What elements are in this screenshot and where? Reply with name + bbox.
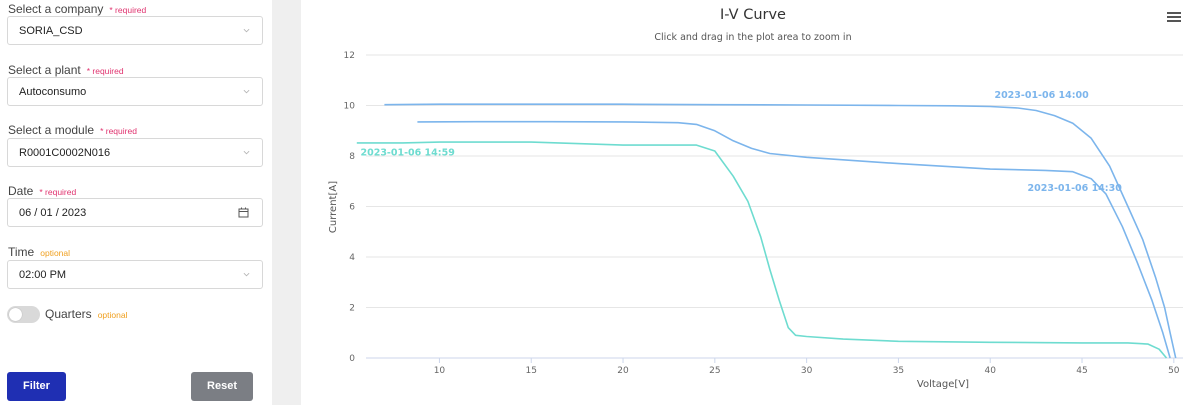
x-tick-label: 45 [1076,366,1087,376]
chart-panel: I-V Curve Click and drag in the plot are… [301,0,1200,405]
required-tag: * required [109,5,147,15]
y-tick-label: 12 [344,51,355,61]
x-axis-ticks: 10 15 20 25 30 35 40 45 50 [434,358,1180,376]
x-axis-label: Voltage[V] [917,379,969,390]
x-tick-label: 40 [984,366,996,376]
chevron-down-icon [243,89,250,94]
x-tick-label: 15 [526,366,537,376]
module-value: R0001C0002N016 [19,147,111,159]
plant-value: Autoconsumo [19,86,87,98]
series-label: 2023-01-06 14:59 [360,147,454,158]
chevron-down-icon [243,272,250,277]
time-select[interactable]: 02:00 PM [7,260,263,289]
y-tick-label: 0 [349,354,355,364]
chevron-down-icon [243,28,250,33]
quarters-label: Quarters optional [45,307,128,321]
y-axis-label: Current[A] [328,181,339,233]
series-line-1[interactable] [384,103,1177,359]
x-tick-label: 10 [434,366,446,376]
date-input[interactable]: 06 / 01 / 2023 [7,198,263,227]
optional-tag: optional [97,310,128,320]
y-axis-ticks: 0 2 4 6 8 10 12 [344,51,356,364]
reset-button[interactable]: Reset [191,372,253,401]
time-label: Time optional [8,245,71,259]
module-label: Select a module * required [8,123,137,137]
time-value: 02:00 PM [19,269,67,281]
required-tag: * required [86,66,124,76]
layout-gutter [272,0,301,405]
hamburger-menu-icon[interactable] [1167,12,1181,22]
company-value: SORIA_CSD [19,25,83,37]
y-tick-label: 2 [349,304,355,314]
quarters-toggle[interactable] [7,306,40,323]
module-select[interactable]: R0001C0002N016 [7,138,263,167]
filter-button[interactable]: Filter [7,372,66,401]
required-tag: * required [39,187,77,197]
date-label: Date * required [8,184,77,198]
series-label: 2023-01-06 14:00 [994,90,1089,101]
x-tick-label: 20 [617,366,629,376]
calendar-icon[interactable] [238,207,249,218]
chart-subtitle: Click and drag in the plot area to zoom … [654,32,851,43]
toggle-knob [9,308,22,321]
company-label: Select a company * required [8,2,147,16]
x-tick-label: 50 [1168,366,1180,376]
company-select[interactable]: SORIA_CSD [7,16,263,45]
x-tick-label: 25 [709,366,720,376]
date-value: 06 / 01 / 2023 [19,207,87,219]
series-line-2[interactable] [417,120,1171,359]
plant-select[interactable]: Autoconsumo [7,77,263,106]
iv-curve-chart[interactable]: I-V Curve Click and drag in the plot are… [301,0,1200,405]
y-tick-label: 10 [344,102,356,112]
required-tag: * required [100,126,137,136]
plant-label: Select a plant * required [8,63,124,77]
filter-sidebar: Select a company * required SORIA_CSD Sel… [0,0,272,405]
y-tick-label: 8 [349,152,355,162]
series-label: 2023-01-06 14:30 [1028,183,1123,194]
x-tick-label: 30 [801,366,813,376]
series-labels: 2023-01-06 14:00 2023-01-06 14:30 2023-01-… [360,90,1122,194]
x-tick-label: 35 [893,366,904,376]
series-lines [356,103,1177,359]
chevron-down-icon [243,150,250,155]
y-tick-label: 6 [349,203,355,213]
series-line-3[interactable] [356,141,1168,359]
chart-title: I-V Curve [720,7,786,23]
optional-tag: optional [40,248,71,258]
y-tick-label: 4 [349,253,355,263]
